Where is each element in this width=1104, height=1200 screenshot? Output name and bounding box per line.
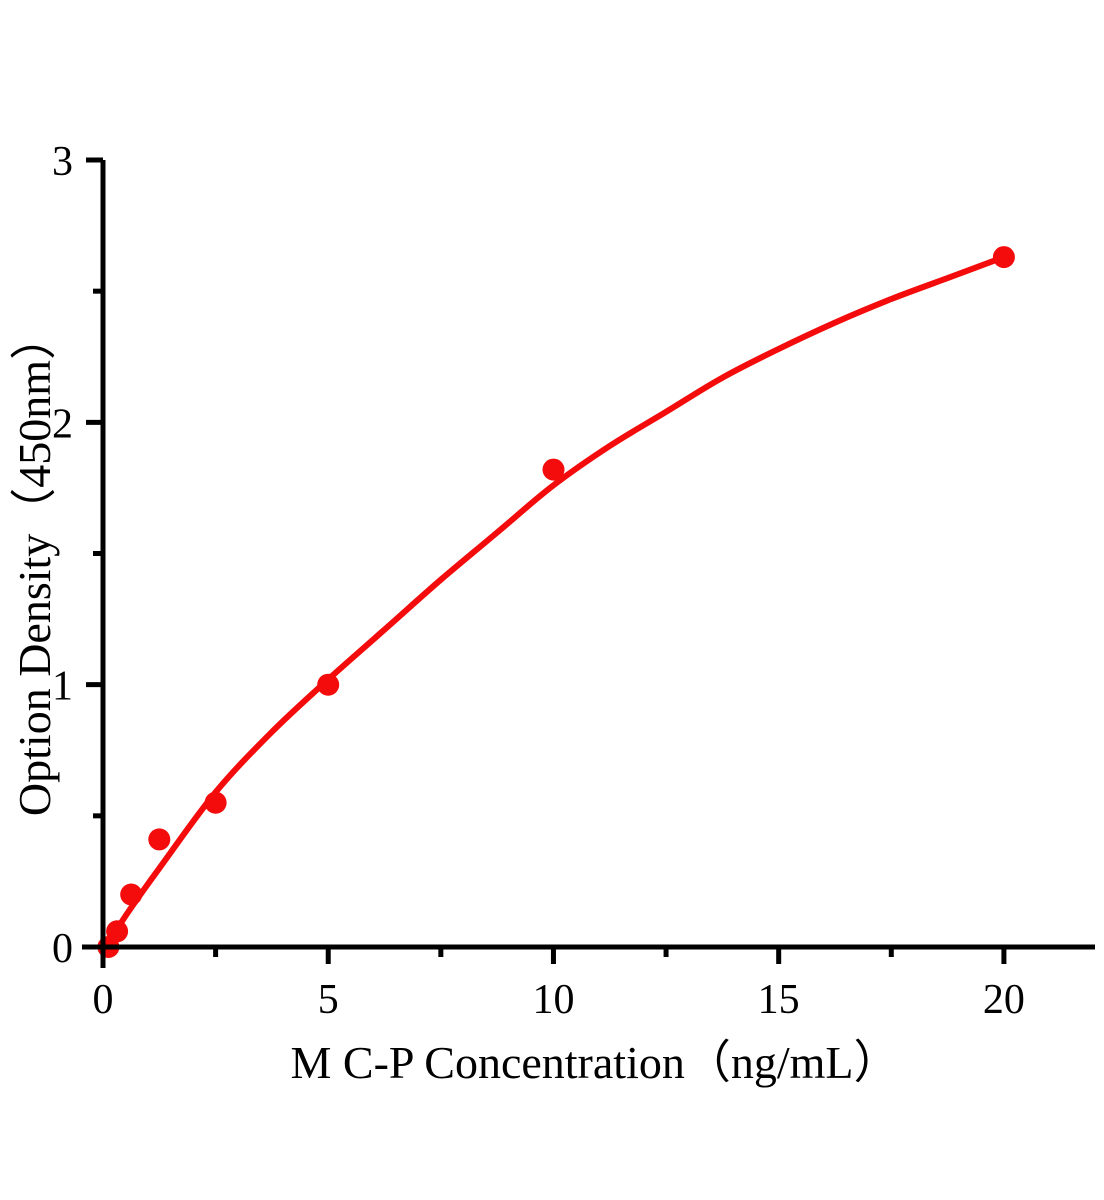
y-tick-label: 0 bbox=[52, 926, 73, 972]
axes bbox=[82, 157, 1095, 968]
data-point bbox=[317, 673, 340, 696]
y-tick-label: 2 bbox=[52, 401, 73, 447]
y-axis-title: Option Density（450nm） bbox=[9, 314, 60, 816]
x-tick-label: 10 bbox=[532, 977, 574, 1023]
data-point bbox=[204, 791, 227, 814]
x-tick-label: 20 bbox=[983, 977, 1025, 1023]
data-point bbox=[148, 828, 171, 851]
data-point bbox=[542, 458, 565, 481]
data-point bbox=[106, 920, 129, 943]
x-tick-label: 15 bbox=[758, 977, 800, 1023]
x-tick-label: 5 bbox=[318, 977, 339, 1023]
y-tick-label: 1 bbox=[52, 664, 73, 710]
data-point bbox=[120, 883, 143, 906]
x-tick-label: 0 bbox=[93, 977, 114, 1023]
plot-area: 0 5 10 15 20 0 1 2 3 bbox=[52, 139, 1095, 1023]
y-tick-label: 3 bbox=[52, 139, 73, 185]
fit-curve bbox=[100, 254, 1007, 950]
data-point bbox=[992, 246, 1015, 269]
x-axis-title: M C-P Concentration（ng/mL） bbox=[290, 1037, 899, 1088]
